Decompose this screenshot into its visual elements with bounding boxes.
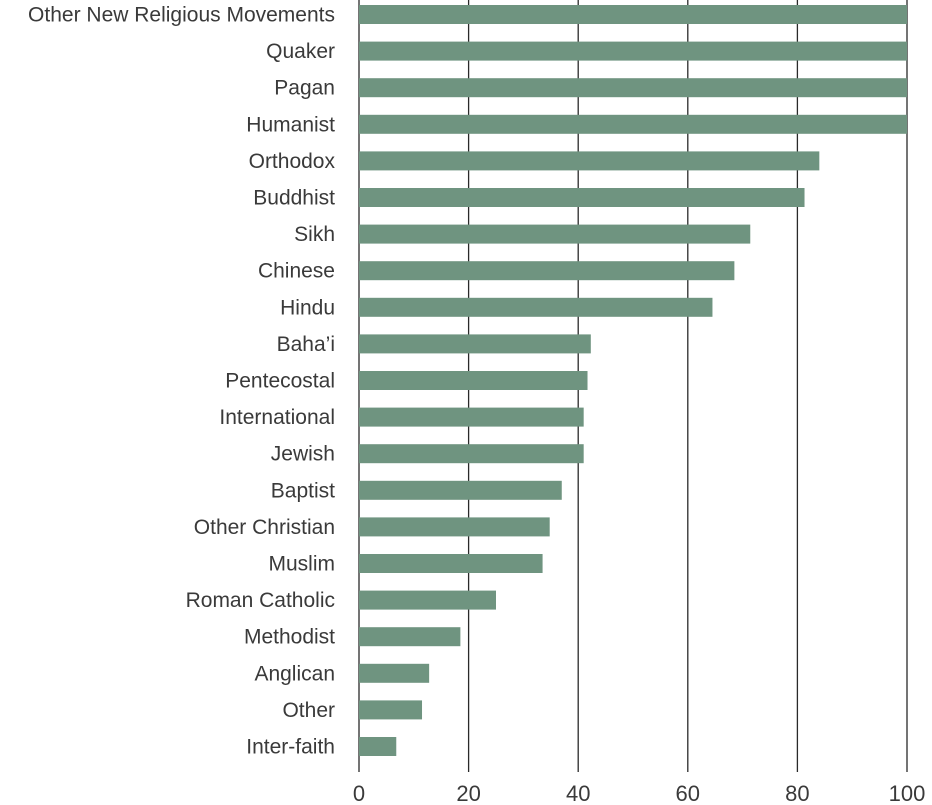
bar [359, 78, 907, 98]
category-label: Muslim [269, 553, 336, 576]
category-label: Other [282, 699, 335, 722]
bar [359, 297, 713, 317]
category-label: Quaker [266, 40, 335, 63]
category-label: Sikh [294, 223, 335, 246]
category-label: Humanist [246, 113, 335, 136]
category-label: International [219, 406, 335, 429]
category-labels: Other New Religious Movements Quaker Pagan… [28, 4, 335, 759]
category-label: Roman Catholic [186, 589, 335, 612]
x-tick-label: 60 [676, 781, 700, 805]
category-label: Hindu [280, 296, 335, 319]
bar [359, 737, 397, 756]
bar [359, 5, 907, 24]
bar [359, 480, 562, 500]
category-label: Other Christian [194, 516, 335, 539]
category-label: Pagan [274, 77, 335, 100]
x-tick-label: 100 [889, 781, 926, 805]
category-label: Other New Religious Movements [28, 4, 335, 27]
x-axis-ticks: 0 20 40 60 80 100 [353, 781, 925, 805]
bars [359, 5, 907, 756]
bar [359, 151, 820, 171]
category-label: Pentecostal [225, 370, 335, 393]
bar [359, 627, 461, 647]
bar [359, 188, 805, 207]
bar [359, 114, 907, 134]
category-label: Anglican [254, 662, 335, 685]
x-tick-label: 80 [785, 781, 809, 805]
category-label: Chinese [258, 260, 335, 283]
bar [359, 334, 591, 354]
bar [359, 41, 907, 61]
bar [359, 224, 751, 244]
bar [359, 407, 584, 427]
bar [359, 663, 430, 683]
bar [359, 261, 735, 281]
category-label: Buddhist [253, 187, 335, 210]
x-tick-label: 40 [566, 781, 590, 805]
bar [359, 700, 423, 720]
x-tick-label: 0 [353, 781, 365, 805]
category-label: Jewish [271, 443, 335, 466]
bar [359, 554, 543, 573]
bar [359, 444, 584, 464]
category-label: Orthodox [249, 150, 336, 173]
category-label: Methodist [244, 626, 335, 649]
bar [359, 517, 550, 537]
category-label: Inter-faith [246, 736, 335, 759]
bar [359, 371, 588, 390]
category-label: Baha’i [277, 333, 335, 356]
category-label: Baptist [271, 479, 335, 502]
bar [359, 590, 496, 610]
x-tick-label: 20 [456, 781, 480, 805]
